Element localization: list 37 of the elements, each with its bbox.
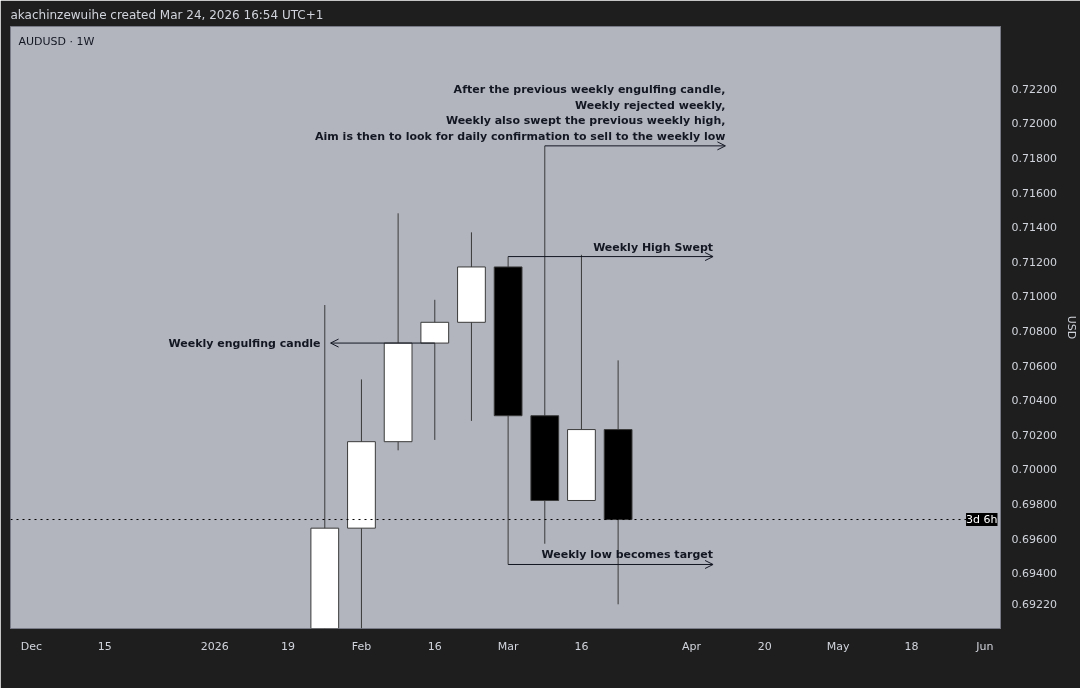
y-tick-label: 0.70000	[1011, 463, 1057, 477]
y-tick-label: 0.69220	[1011, 598, 1057, 612]
x-tick-label: 15	[97, 639, 112, 653]
x-tick-label: Mar	[497, 639, 519, 653]
y-tick-label: 0.70800	[1011, 324, 1057, 338]
x-tick-label: Jun	[975, 639, 994, 653]
y-tick-label: 0.70200	[1011, 428, 1057, 442]
y-tick-label: 0.69600	[1011, 532, 1057, 546]
annotation: Weekly low becomes target	[541, 548, 714, 562]
y-tick-label: 0.71200	[1011, 255, 1057, 269]
x-tick-label: 16	[574, 639, 589, 653]
x-tick-label: 16	[427, 639, 442, 653]
y-tick-label: 0.70400	[1011, 394, 1057, 408]
x-tick-label: Dec	[20, 639, 43, 653]
x-tick-label: 20	[757, 639, 772, 653]
x-tick-label: Feb	[351, 639, 372, 653]
x-tick-label: Apr	[681, 639, 702, 653]
y-tick-label: 0.69400	[1011, 567, 1057, 581]
annotation: After the previous weekly engulfing candle, Weekly rejected weekly, Weekly also swept the previous weekly high, Aim is then to look for daily confirmation to sell to the weekly low	[315, 83, 726, 143]
y-tick-label: 0.70600	[1011, 359, 1057, 373]
y-tick-label: 0.71400	[1011, 221, 1057, 235]
annotation: Weekly High Swept	[593, 240, 714, 254]
y-axis-title: USD	[1064, 315, 1078, 340]
text: AUDUSD · 1W	[18, 34, 95, 48]
y-tick-label: 0.71000	[1011, 290, 1057, 304]
y-tick-label: 0.71600	[1011, 186, 1057, 200]
x-tick-label: 18	[904, 639, 919, 653]
y-tick-label: 0.72000	[1011, 117, 1057, 131]
y-tick-label: 0.72200	[1011, 82, 1057, 96]
y-tick-label: 0.71800	[1011, 151, 1057, 165]
y-tick-label: 0.69800	[1011, 497, 1057, 511]
x-tick-label: 2026	[200, 639, 229, 653]
x-tick-label: 19	[281, 639, 296, 653]
ref-line-label: 3d 6h	[966, 513, 998, 527]
x-tick-label: May	[826, 639, 850, 653]
annotation: Weekly engulfing candle	[168, 336, 321, 350]
chart-title: akachinzewuihe created Mar 24, 2026 16:54 UTC+1	[10, 7, 324, 22]
